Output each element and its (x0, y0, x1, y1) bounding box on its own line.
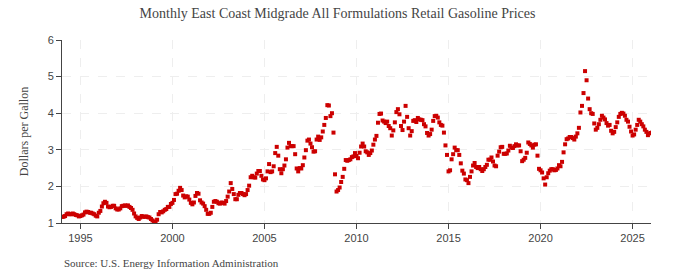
svg-text:1995: 1995 (68, 232, 92, 244)
svg-text:2000: 2000 (160, 232, 184, 244)
svg-text:Monthly East Coast Midgrade Al: Monthly East Coast Midgrade All Formulat… (140, 6, 536, 21)
svg-text:2020: 2020 (528, 232, 552, 244)
svg-text:2005: 2005 (252, 232, 276, 244)
svg-text:2015: 2015 (436, 232, 460, 244)
svg-text:2025: 2025 (620, 232, 644, 244)
svg-text:1: 1 (48, 217, 54, 229)
svg-text:Source: U.S. Energy Informatio: Source: U.S. Energy Information Administ… (64, 257, 279, 269)
svg-text:3: 3 (48, 144, 54, 156)
svg-text:5: 5 (48, 70, 54, 82)
svg-text:2010: 2010 (344, 232, 368, 244)
svg-text:Dollars per Gallon: Dollars per Gallon (17, 87, 31, 176)
svg-text:4: 4 (48, 107, 54, 119)
svg-text:6: 6 (48, 34, 54, 46)
svg-text:2: 2 (48, 180, 54, 192)
